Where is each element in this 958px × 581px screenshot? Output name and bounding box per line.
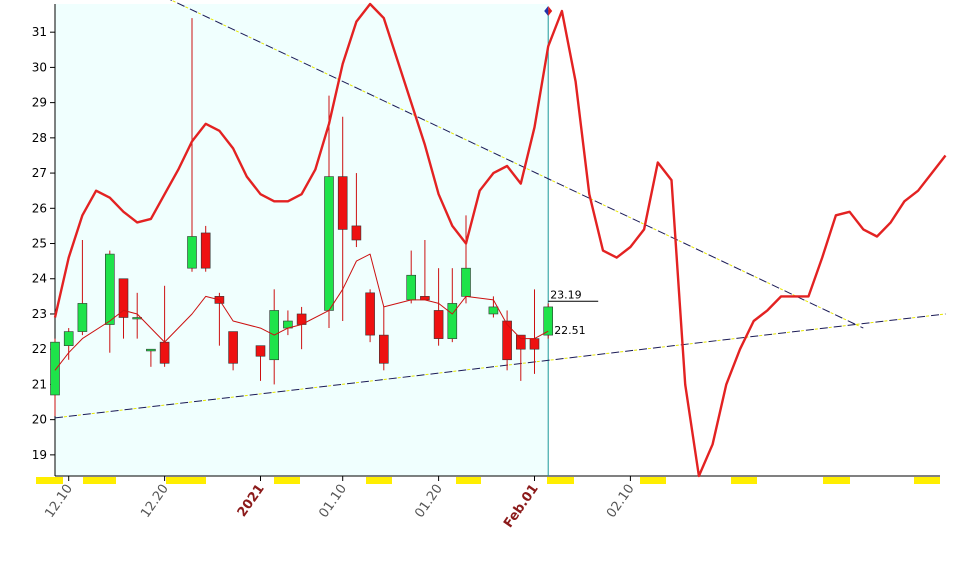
x-tick-label: 01.10 [316,482,350,521]
trendline-lower-highlight [54,313,946,419]
y-tick-label: 23 [32,307,47,321]
candle-down [502,320,512,361]
weekend-marker [731,477,757,484]
series-line-thin [54,253,549,371]
y-tick-label: 22 [32,342,47,356]
candle-down [228,331,238,364]
history-area [55,4,549,476]
candle-down [365,292,375,336]
weekend-marker [274,477,300,484]
candle-up [105,253,115,325]
y-tick-label: 27 [32,166,47,180]
candle-down [159,341,170,364]
y-tick-label: 28 [32,131,47,145]
candle-down [529,338,540,350]
trendline-lower [54,313,946,419]
candle-up [447,303,458,339]
y-tick-label: 29 [32,96,47,110]
x-tick-label: 02.10 [604,482,638,521]
x-tick-label: Feb.01 [501,482,542,531]
candle-up [77,303,88,332]
x-tick-label: 12.20 [138,482,172,521]
x-tick-label: 12.10 [42,482,76,521]
annotation-label: 22.51 [554,324,586,337]
candle-up [50,341,60,396]
weekend-marker [456,477,481,484]
weekend-marker [166,477,206,484]
y-tick-label: 25 [32,237,47,251]
cursor-marker-right [548,6,553,16]
y-tick-label: 26 [32,201,47,215]
weekend-marker [36,477,63,484]
cursor-marker-left [544,6,549,16]
annotation-label: 23.19 [550,288,582,301]
x-tick-label: 01.20 [412,482,446,521]
candle-down [255,345,266,357]
series-line-thick [53,2,947,478]
y-tick-label: 20 [32,413,47,427]
candle-down [433,310,444,339]
candle-up [543,306,554,336]
candle-down [118,278,129,318]
y-tick-label: 31 [32,25,47,39]
candle-up [406,274,417,301]
candle-down [337,176,348,230]
trendline-upper [169,0,864,329]
candle-down [200,232,211,269]
weekend-marker [83,477,116,484]
candle-up [488,306,499,315]
candle-down [378,334,389,364]
y-tick-label: 21 [32,377,47,391]
candle-down [351,225,362,241]
y-tick-label: 19 [32,448,47,462]
weekend-marker [640,477,666,484]
candle-up [324,176,334,311]
candle-down [420,296,430,301]
candle-up [146,348,156,352]
y-tick-label: 30 [32,60,47,74]
weekend-marker [914,477,940,484]
candle-up [187,236,197,269]
candle-up [63,331,74,346]
weekend-marker [823,477,850,484]
y-tick-label: 24 [32,272,47,286]
candle-up [461,267,471,297]
weekend-marker [547,477,574,484]
candle-down [515,334,526,350]
x-tick-label: 2021 [235,482,268,520]
weekend-marker [366,477,392,484]
